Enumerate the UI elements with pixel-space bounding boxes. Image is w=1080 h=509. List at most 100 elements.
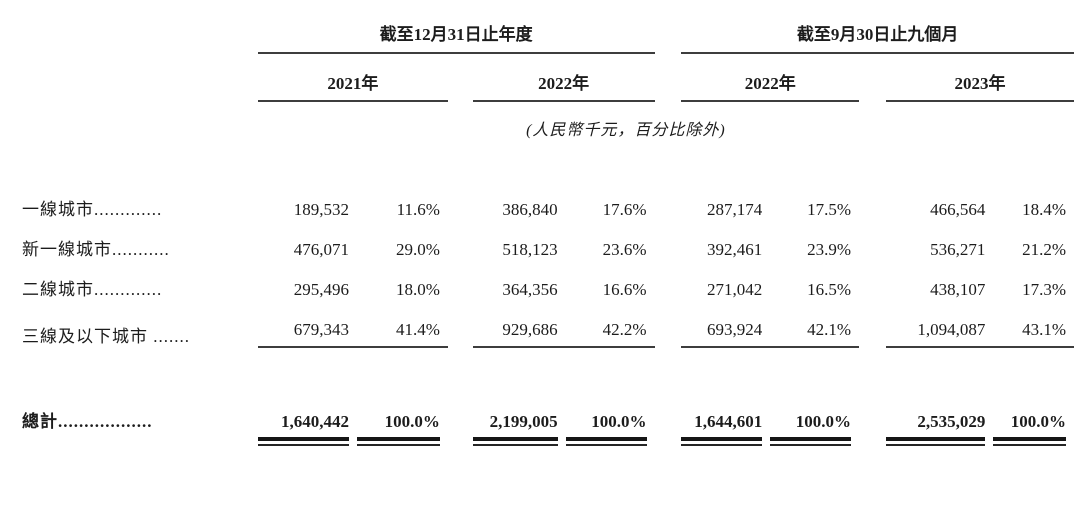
value-cell: 438,107	[930, 280, 986, 299]
total-double-rule	[770, 432, 859, 446]
spacer-row	[14, 347, 1074, 398]
year-header-row: 2021年 2022年 2022年 2023年	[14, 53, 1074, 102]
value-cell: 476,071	[293, 240, 349, 259]
total-double-rule-row	[14, 432, 1074, 446]
spacer	[859, 432, 886, 446]
value-cell: 386,840	[502, 200, 558, 219]
spacer	[448, 398, 473, 432]
value-cell: 929,686	[472, 300, 566, 348]
group-header-year-ended: 截至12月31日止年度	[257, 20, 655, 54]
spacer-row	[14, 142, 1074, 180]
total-percent-cell: 100.0%	[384, 412, 440, 431]
table-row-new-tier1: 新一線城市........... 476,071 29.0% 518,123 2…	[14, 220, 1074, 260]
value-cell: 536,271	[930, 240, 986, 259]
year-header-2022: 2022年	[472, 53, 655, 102]
total-percent-cell: 100.0%	[1010, 412, 1066, 431]
spacer	[14, 20, 258, 53]
group-header-row: 截至12月31日止年度 截至9月30日止九個月	[14, 20, 1074, 54]
percent-cell: 41.4%	[356, 300, 448, 348]
spacer	[655, 260, 682, 300]
percent-cell: 18.4%	[1022, 200, 1066, 219]
total-percent-cell: 100.0%	[591, 412, 647, 431]
spacer	[655, 432, 682, 446]
row-label: 三線及以下城市 .......	[22, 327, 190, 346]
spacer	[655, 300, 682, 347]
spacer	[859, 260, 886, 300]
table-row-tier2: 二線城市............. 295,496 18.0% 364,356 …	[14, 260, 1074, 300]
table-row-tier1: 一線城市............. 189,532 11.6% 386,840 …	[14, 180, 1074, 220]
table-row-tier3-below: 三線及以下城市 ....... 679,343 41.4% 929,686 42…	[14, 300, 1074, 348]
percent-cell: 42.1%	[770, 300, 860, 348]
year-header-2021: 2021年	[257, 53, 448, 102]
table-row-total: 總計.................. 1,640,442 100.0% 2,…	[14, 398, 1074, 432]
spacer	[859, 398, 886, 432]
value-cell: 1,094,087	[885, 300, 994, 348]
unit-note: (人民幣千元，百分比除外)	[526, 122, 726, 139]
percent-cell: 17.5%	[807, 200, 852, 219]
value-cell: 189,532	[293, 200, 349, 219]
row-label: 一線城市.............	[22, 200, 163, 219]
value-cell: 466,564	[930, 200, 986, 219]
spacer	[448, 53, 473, 101]
value-cell: 392,461	[706, 240, 763, 259]
spacer	[655, 180, 682, 220]
value-cell: 364,356	[502, 280, 558, 299]
spacer	[655, 53, 682, 101]
total-value-cell: 1,640,442	[280, 412, 349, 431]
percent-cell: 11.6%	[396, 200, 440, 219]
spacer	[448, 300, 473, 347]
percent-cell: 17.3%	[1022, 280, 1066, 299]
spacer	[448, 432, 473, 446]
spacer	[14, 432, 258, 446]
value-cell: 287,174	[706, 200, 763, 219]
percent-cell: 21.2%	[1022, 240, 1066, 259]
spacer	[448, 260, 473, 300]
total-double-rule	[472, 432, 566, 446]
total-double-rule	[681, 432, 770, 446]
value-cell: 518,123	[502, 240, 558, 259]
spacer	[14, 142, 1074, 180]
spacer	[859, 300, 886, 347]
percent-cell: 23.6%	[602, 240, 647, 259]
percent-cell: 29.0%	[395, 240, 440, 259]
spacer	[859, 53, 886, 101]
spacer	[655, 220, 682, 260]
spacer	[655, 398, 682, 432]
total-row-label: 總計..................	[22, 412, 153, 431]
percent-cell: 16.6%	[602, 280, 647, 299]
total-value-cell: 1,644,601	[694, 412, 763, 431]
percent-cell: 17.6%	[602, 200, 647, 219]
spacer	[859, 180, 886, 220]
spacer	[859, 220, 886, 260]
value-cell: 295,496	[293, 280, 349, 299]
total-percent-cell: 100.0%	[795, 412, 852, 431]
percent-cell: 42.2%	[565, 300, 655, 348]
spacer	[448, 180, 473, 220]
financial-table: 截至12月31日止年度 截至9月30日止九個月 2021年 2022年 2022…	[14, 20, 1074, 446]
unit-note-row: (人民幣千元，百分比除外)	[14, 101, 1074, 142]
total-double-rule	[565, 432, 655, 446]
total-value-cell: 2,535,029	[917, 412, 986, 431]
year-header-2022-9m: 2022年	[681, 53, 860, 102]
year-header-2023-9m: 2023年	[885, 53, 1074, 102]
spacer	[448, 220, 473, 260]
group-header-nine-months: 截至9月30日止九個月	[681, 20, 1074, 54]
total-double-rule	[257, 432, 357, 446]
total-double-rule	[885, 432, 993, 446]
total-double-rule	[356, 432, 448, 446]
row-label: 新一線城市...........	[22, 240, 170, 259]
value-cell: 271,042	[706, 280, 763, 299]
value-cell: 693,924	[681, 300, 771, 348]
spacer	[655, 20, 682, 53]
percent-cell: 23.9%	[807, 240, 852, 259]
spacer	[14, 101, 258, 142]
value-cell: 679,343	[257, 300, 357, 348]
total-double-rule	[993, 432, 1074, 446]
percent-cell: 43.1%	[993, 300, 1074, 348]
percent-cell: 16.5%	[807, 280, 852, 299]
spacer	[14, 53, 258, 101]
total-value-cell: 2,199,005	[489, 412, 558, 431]
spacer	[14, 347, 1074, 398]
percent-cell: 18.0%	[395, 280, 440, 299]
row-label: 二線城市.............	[22, 280, 163, 299]
